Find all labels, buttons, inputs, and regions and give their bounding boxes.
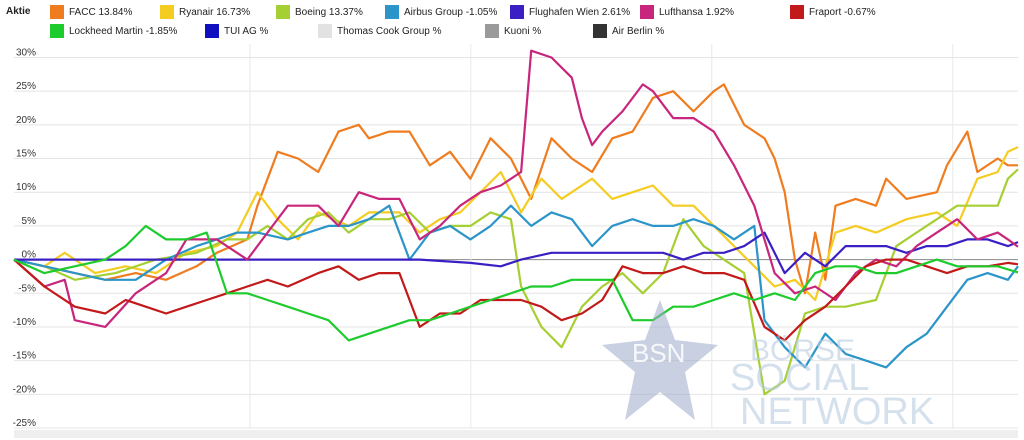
legend-swatch bbox=[276, 5, 290, 19]
legend-label: TUI AG % bbox=[224, 25, 269, 37]
legend-label: Lockheed Martin -1.85% bbox=[69, 25, 178, 37]
chart-series bbox=[13, 49, 1019, 396]
x-axis-band bbox=[14, 430, 1018, 438]
chart-grid bbox=[14, 44, 1018, 438]
y-tick-label: 15% bbox=[16, 149, 36, 160]
legend-label: Lufthansa 1.92% bbox=[659, 6, 735, 18]
legend-item[interactable]: Ryanair 16.73% bbox=[160, 5, 250, 19]
y-tick-label: -25% bbox=[13, 418, 36, 429]
legend-item[interactable]: Air Berlin % bbox=[593, 24, 664, 38]
series-line-airbus-group[interactable] bbox=[13, 204, 1019, 369]
legend-swatch bbox=[385, 5, 399, 19]
legend-item[interactable]: Kuoni % bbox=[485, 24, 541, 38]
legend-item[interactable]: Lockheed Martin -1.85% bbox=[50, 24, 177, 38]
y-tick-label: 25% bbox=[16, 81, 36, 92]
legend-item[interactable]: Flughafen Wien 2.61% bbox=[510, 5, 630, 19]
legend-swatch bbox=[205, 24, 219, 38]
y-tick-label: -15% bbox=[13, 351, 36, 362]
legend-label: FACC 13.84% bbox=[69, 6, 133, 18]
line-chart: 30% 25% 20% 15% 10% 5% 0% -5% -10% -15% -20% -25% bbox=[13, 44, 1019, 438]
legend-swatch bbox=[593, 24, 607, 38]
series-line-boeing[interactable] bbox=[13, 168, 1019, 396]
y-tick-label: 30% bbox=[16, 47, 36, 58]
legend-item[interactable]: Lufthansa 1.92% bbox=[640, 5, 734, 19]
y-tick-label: 0% bbox=[22, 250, 37, 261]
legend-item[interactable]: Airbus Group -1.05% bbox=[385, 5, 497, 19]
y-tick-label: 20% bbox=[16, 115, 36, 126]
legend-item[interactable]: Fraport -0.67% bbox=[790, 5, 876, 19]
legend-label: Fraport -0.67% bbox=[809, 6, 876, 18]
legend-label: Boeing 13.37% bbox=[295, 6, 363, 18]
series-line-lockheed-martin[interactable] bbox=[13, 224, 1019, 342]
legend-item[interactable]: TUI AG % bbox=[205, 24, 268, 38]
series-line-facc[interactable] bbox=[13, 83, 1018, 295]
legend-item[interactable]: FACC 13.84% bbox=[50, 5, 132, 19]
y-tick-label: 5% bbox=[22, 216, 37, 227]
legend-swatch bbox=[485, 24, 499, 38]
legend-label: Airbus Group -1.05% bbox=[404, 6, 498, 18]
legend-label: Air Berlin % bbox=[612, 25, 665, 37]
legend-label: Thomas Cook Group % bbox=[337, 25, 442, 37]
y-tick-label: -10% bbox=[13, 317, 36, 328]
legend-title: Aktie bbox=[6, 6, 31, 17]
y-tick-label: 10% bbox=[16, 182, 36, 193]
legend-swatch bbox=[50, 24, 64, 38]
legend-swatch bbox=[318, 24, 332, 38]
legend-item[interactable]: Boeing 13.37% bbox=[276, 5, 363, 19]
legend-label: Ryanair 16.73% bbox=[179, 6, 251, 18]
y-tick-label: -5% bbox=[18, 283, 36, 294]
legend-swatch bbox=[640, 5, 654, 19]
legend-swatch bbox=[50, 5, 64, 19]
series-line-lufthansa[interactable] bbox=[13, 49, 1019, 328]
legend-swatch bbox=[160, 5, 174, 19]
legend-swatch bbox=[510, 5, 524, 19]
y-tick-label: -20% bbox=[13, 384, 36, 395]
y-axis: 30% 25% 20% 15% 10% 5% 0% -5% -10% -15% -20% -25% bbox=[13, 47, 36, 429]
legend-swatch bbox=[790, 5, 804, 19]
chart-legend: Aktie FACC 13.84% Ryanair 16.73% Boeing 13… bbox=[0, 0, 1024, 44]
series-line-fraport[interactable] bbox=[13, 258, 1019, 342]
legend-label: Flughafen Wien 2.61% bbox=[529, 6, 631, 18]
legend-label: Kuoni % bbox=[504, 25, 542, 37]
legend-item[interactable]: Thomas Cook Group % bbox=[318, 24, 442, 38]
